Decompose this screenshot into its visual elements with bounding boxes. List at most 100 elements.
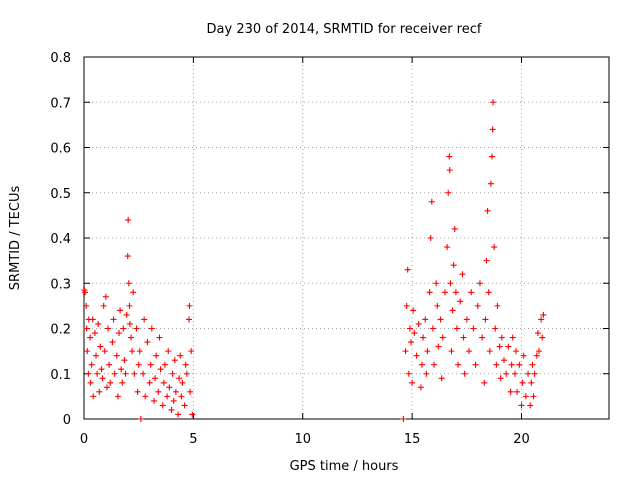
- data-point: [413, 352, 420, 359]
- data-point: [513, 348, 520, 355]
- data-point: [141, 316, 148, 323]
- data-point: [433, 280, 440, 287]
- data-point: [122, 370, 129, 377]
- data-point: [497, 375, 504, 382]
- data-point: [520, 352, 527, 359]
- data-point: [505, 343, 512, 350]
- data-point: [102, 293, 109, 300]
- data-point: [119, 379, 126, 386]
- data-point: [527, 402, 534, 409]
- data-points: [81, 99, 547, 422]
- data-point: [175, 411, 182, 418]
- data-point: [114, 393, 121, 400]
- data-point: [470, 325, 477, 332]
- data-point: [410, 307, 417, 314]
- chart-title: Day 230 of 2014, SRMTID for receiver rec…: [207, 22, 482, 37]
- data-point: [146, 379, 153, 386]
- data-point: [451, 225, 458, 232]
- data-point: [105, 325, 112, 332]
- data-point: [438, 375, 445, 382]
- data-point: [511, 370, 518, 377]
- data-point: [487, 180, 494, 187]
- data-point: [121, 357, 128, 364]
- data-point: [125, 216, 132, 223]
- data-point: [498, 334, 505, 341]
- data-point: [95, 320, 102, 327]
- data-point: [107, 379, 114, 386]
- data-point: [441, 289, 448, 296]
- data-point: [509, 334, 516, 341]
- data-point: [455, 361, 462, 368]
- data-point: [434, 302, 441, 309]
- data-point: [439, 334, 446, 341]
- data-point: [109, 339, 116, 346]
- data-point: [402, 348, 409, 355]
- data-point: [494, 302, 501, 309]
- x-tick-label: 20: [513, 432, 530, 447]
- data-point: [186, 316, 192, 323]
- data-point: [156, 334, 163, 341]
- data-point: [428, 198, 435, 205]
- data-point: [186, 302, 193, 309]
- data-point: [525, 370, 532, 377]
- y-tick-label: 0.3: [50, 277, 71, 292]
- data-point: [103, 384, 110, 391]
- data-point: [519, 379, 526, 386]
- x-tick-label: 0: [80, 432, 88, 447]
- data-point: [539, 334, 546, 341]
- data-point: [118, 366, 125, 373]
- data-point: [90, 393, 97, 400]
- data-point: [449, 307, 456, 314]
- data-point: [540, 311, 547, 318]
- data-point: [91, 330, 98, 337]
- data-point: [128, 334, 135, 341]
- data-point: [522, 393, 529, 400]
- data-point: [418, 361, 425, 368]
- data-point: [408, 339, 415, 346]
- data-point: [516, 361, 523, 368]
- data-point: [481, 379, 488, 386]
- data-point: [479, 334, 486, 341]
- y-tick-label: 0.7: [50, 96, 71, 111]
- data-point: [490, 99, 497, 106]
- data-point: [400, 416, 407, 422]
- y-tick-label: 0.8: [50, 51, 71, 66]
- data-point: [164, 393, 171, 400]
- data-point: [508, 361, 515, 368]
- data-point: [427, 235, 434, 241]
- data-point: [169, 370, 176, 377]
- x-tick-label: 15: [404, 432, 421, 447]
- data-point: [181, 402, 188, 409]
- data-point: [484, 207, 491, 214]
- data-point: [474, 302, 481, 309]
- data-point: [415, 320, 422, 327]
- data-point: [135, 361, 142, 368]
- data-point: [422, 316, 429, 323]
- data-point: [486, 348, 493, 355]
- data-point: [98, 366, 105, 373]
- data-point: [531, 370, 538, 377]
- y-tick-label: 0.2: [50, 323, 71, 338]
- data-point: [177, 352, 184, 359]
- data-point: [452, 289, 459, 296]
- data-point: [129, 348, 136, 355]
- data-point: [483, 257, 490, 264]
- y-tick-label: 0.4: [50, 232, 71, 247]
- data-point: [514, 388, 521, 395]
- data-point: [457, 298, 464, 305]
- data-point: [88, 361, 95, 368]
- data-point: [405, 370, 412, 377]
- data-point: [110, 316, 117, 323]
- grid-lines: [84, 57, 609, 419]
- data-point: [182, 361, 189, 368]
- data-point: [446, 167, 453, 174]
- data-point: [453, 325, 460, 332]
- data-point: [126, 320, 133, 327]
- data-point: [503, 370, 510, 377]
- data-point: [171, 357, 178, 364]
- data-point: [123, 311, 130, 318]
- data-point: [424, 348, 431, 355]
- data-point: [82, 289, 89, 296]
- data-point: [417, 384, 424, 391]
